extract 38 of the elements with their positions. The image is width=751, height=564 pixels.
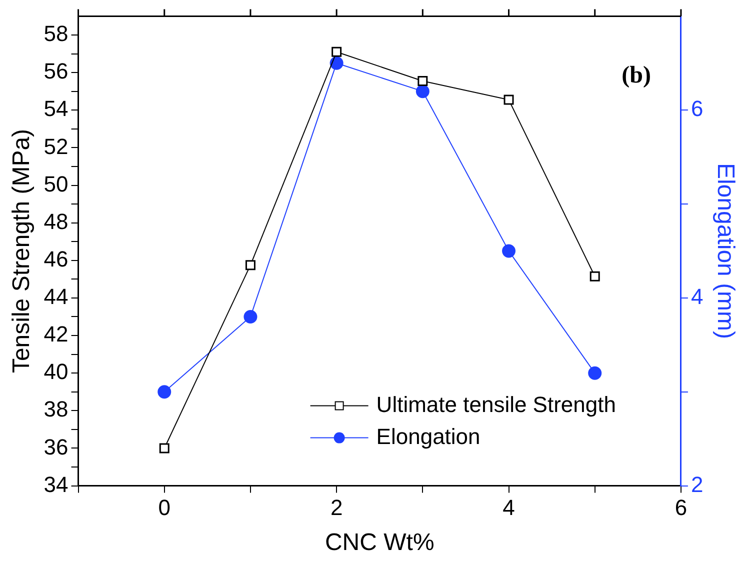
legend-label: Ultimate tensile Strength <box>376 392 616 417</box>
point <box>502 244 516 258</box>
y-tick-label: 54 <box>44 96 68 122</box>
y-tick-label: 42 <box>44 322 68 347</box>
y-tick-label: 50 <box>44 171 68 196</box>
point <box>332 46 342 57</box>
y-tick-label: 44 <box>44 284 68 310</box>
point <box>416 84 430 98</box>
point <box>330 56 344 70</box>
point <box>158 385 172 399</box>
x-axis-title: CNC Wt% <box>324 529 434 556</box>
y-tick-label: 58 <box>44 21 68 46</box>
y-tick-label: 52 <box>44 134 68 159</box>
x-tick-label: 0 <box>158 495 170 520</box>
point <box>590 271 600 282</box>
y-tick-label: 48 <box>44 208 68 234</box>
y-tick-label: 40 <box>44 359 68 384</box>
point <box>588 366 602 380</box>
y-tick-label: 38 <box>44 396 68 422</box>
point <box>418 76 428 86</box>
legend-label: Elongation <box>376 424 480 449</box>
x-tick-label: 2 <box>330 495 343 520</box>
y-tick-label: 34 <box>44 472 68 497</box>
y-tick-label: 46 <box>44 246 68 272</box>
y2-tick-label: 6 <box>690 96 704 122</box>
point <box>504 94 514 105</box>
point <box>245 260 256 270</box>
x-tick-label: 6 <box>674 495 688 520</box>
y-axis-title: Tensile Strength (MPa) <box>8 128 36 374</box>
point <box>159 443 170 454</box>
y2-tick-label: 4 <box>690 284 704 310</box>
y-tick-label: 36 <box>44 434 68 460</box>
x-tick-label: 4 <box>502 495 515 520</box>
annotation: (b) <box>622 62 651 88</box>
y2-axis-title: Elongation (mm) <box>712 162 739 340</box>
y-tick-label: 56 <box>44 58 68 84</box>
point <box>244 310 258 324</box>
y2-tick-label: 2 <box>690 472 704 497</box>
